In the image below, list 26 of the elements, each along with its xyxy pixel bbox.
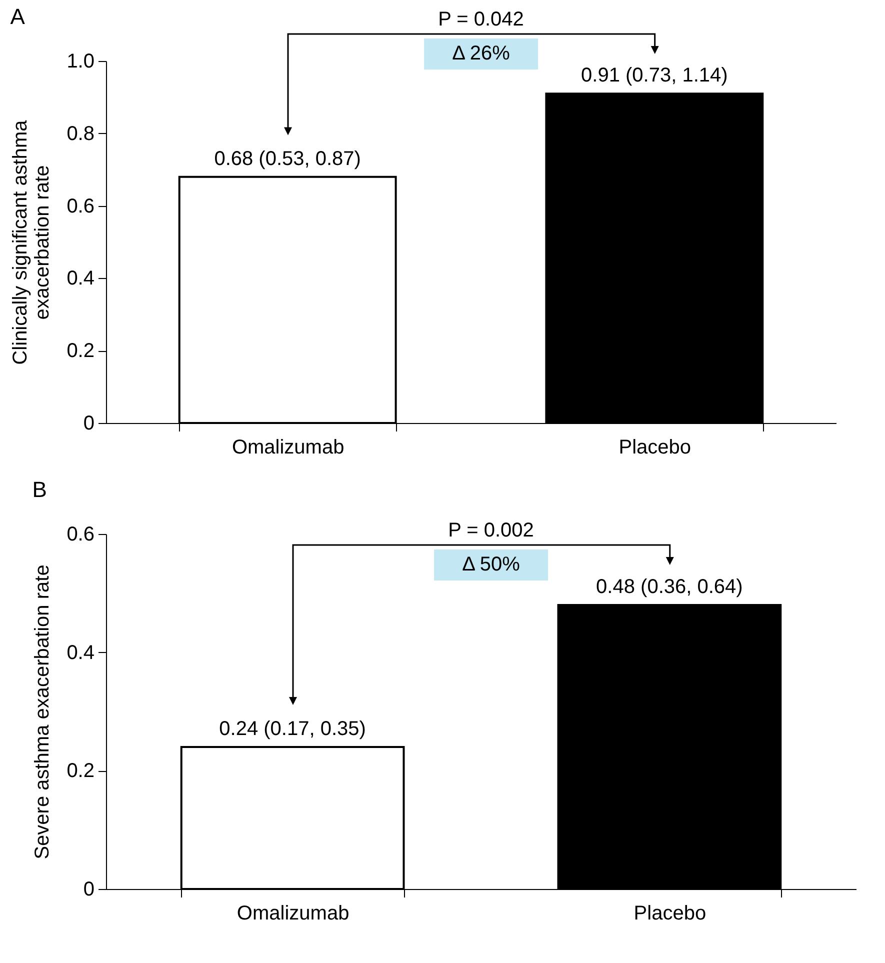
x-tick-label: Omalizumab <box>232 436 344 458</box>
y-tick-label: 0 <box>83 412 94 434</box>
x-tick-label: Placebo <box>618 436 692 458</box>
chart-title: A <box>10 4 26 29</box>
y-tick-label: 1.0 <box>66 50 94 72</box>
data-label: 0.48 (0.36, 0.64) <box>596 576 743 598</box>
y-tick-label: 0.6 <box>66 524 94 546</box>
y-tick-label: 0 <box>83 878 94 900</box>
data-label: 0.24 (0.17, 0.35) <box>219 718 366 740</box>
annotation: Δ 26% <box>424 38 538 70</box>
annotation: Δ 50% <box>434 550 548 580</box>
y-tick-label: 0.4 <box>66 268 94 290</box>
data-label: 0.91 (0.73, 1.14) <box>581 64 728 87</box>
y-axis-title: Severe asthma exacerbation rate <box>32 564 54 860</box>
x-tick-label: Placebo <box>634 902 706 924</box>
y-tick-label: 0.6 <box>66 195 94 218</box>
chart-title: B <box>32 477 47 502</box>
y-tick-label: 0.2 <box>66 340 94 362</box>
y-tick-label: 0.2 <box>66 760 94 782</box>
annotation: P = 0.002 <box>448 520 534 542</box>
y-axis-title: Clinically significant asthma exacerbation rate <box>10 119 54 365</box>
text: P = 0.042 <box>438 8 524 32</box>
y-tick-label: 0.4 <box>66 642 94 664</box>
x-tick-label: Omalizumab <box>236 902 350 924</box>
y-tick-label: 0.8 <box>66 122 94 145</box>
data-label: 0.68 (0.53, 0.87) <box>214 148 361 170</box>
